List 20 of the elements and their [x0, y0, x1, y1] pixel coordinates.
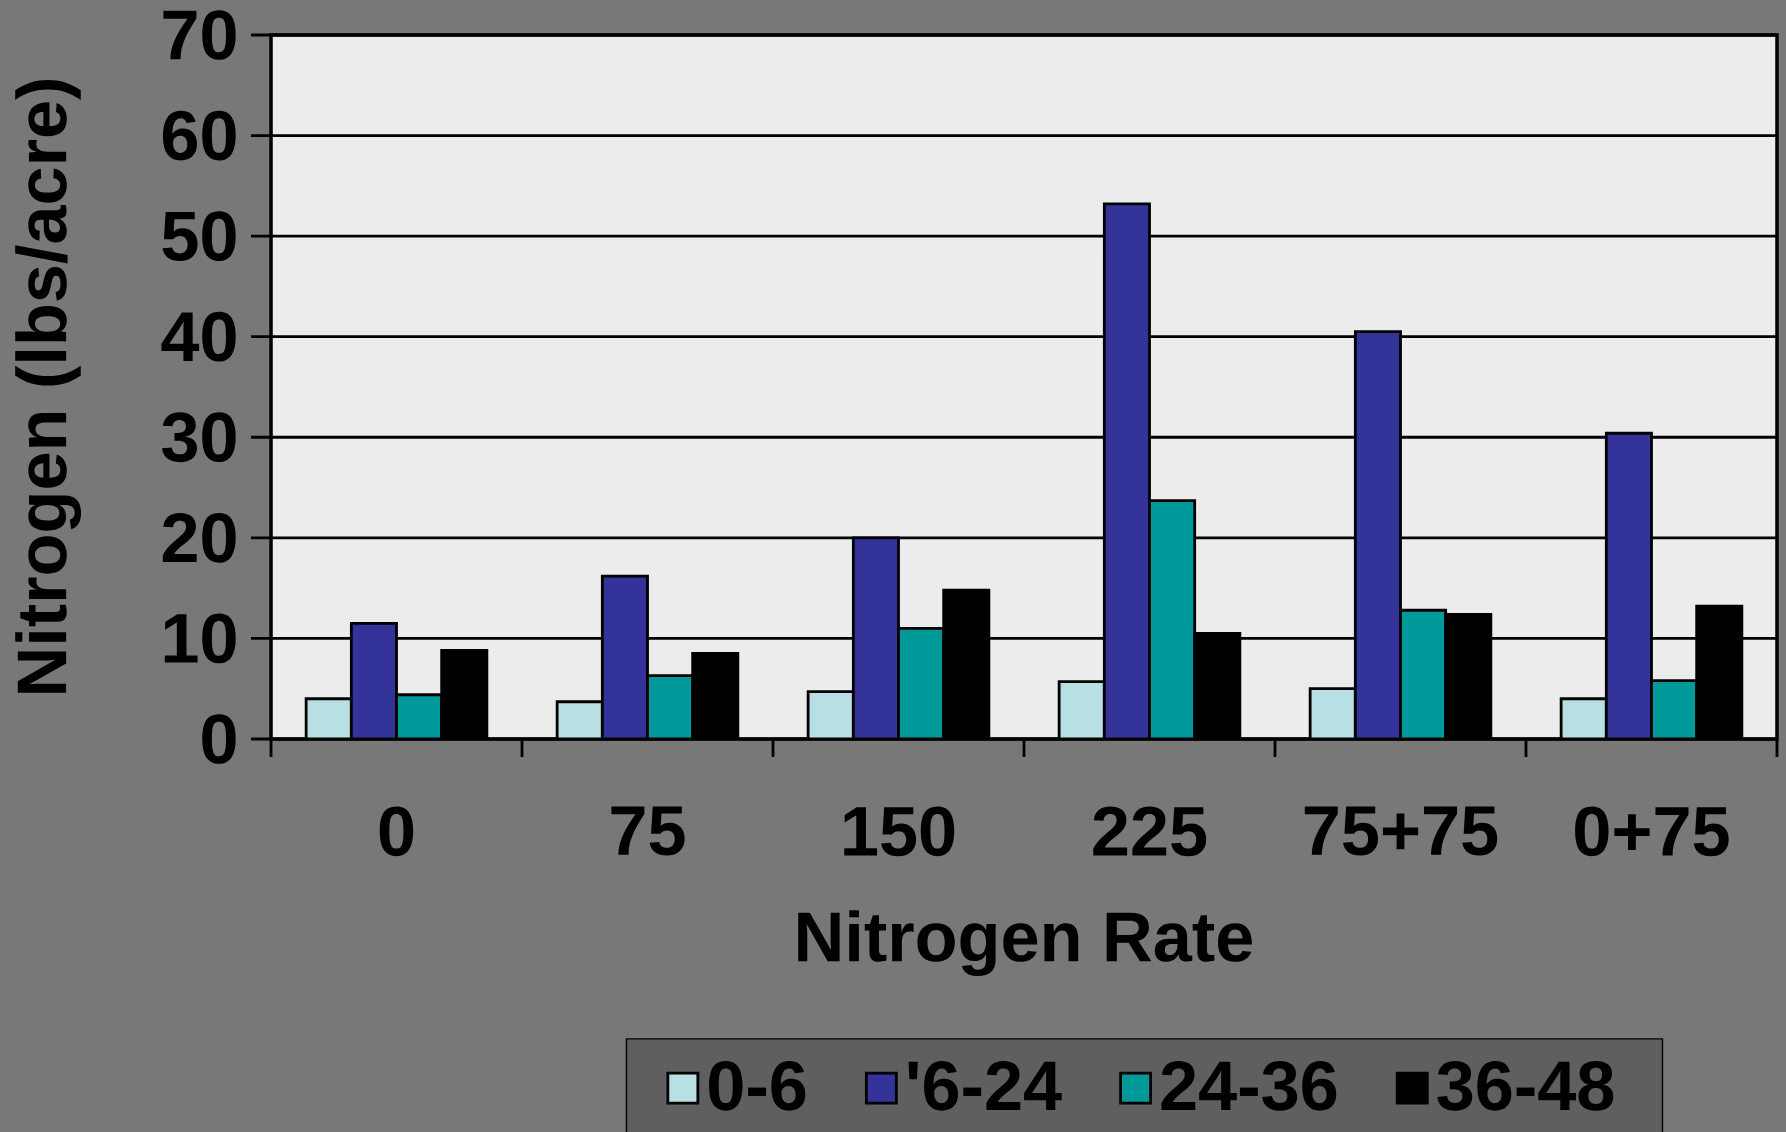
x-axis-title: Nitrogen Rate: [798, 910, 1252, 977]
x-tick-label: 150: [844, 806, 955, 857]
y-tick-label: 70: [163, 10, 236, 60]
legend-label: 24-36: [1161, 1060, 1337, 1111]
y-axis-title: Nitrogen (lbs/acre): [15, 80, 82, 693]
x-tick-label: 225: [1093, 806, 1207, 857]
y-tick-label: 10: [164, 613, 236, 664]
y-tick-label: 40: [161, 311, 236, 362]
legend-label: 0-6: [709, 1060, 806, 1111]
y-tick-label: 0: [202, 714, 236, 764]
x-tick-label: 0+75: [1575, 806, 1729, 857]
y-tick-label: 20: [162, 512, 236, 563]
y-tick-label: 60: [162, 110, 236, 161]
legend-label: 36-48: [1437, 1060, 1614, 1111]
x-tick-label: 0: [379, 806, 414, 857]
y-tick-label: 50: [162, 211, 236, 261]
x-tick-label: 75+75: [1304, 806, 1498, 856]
x-tick-label: 75: [611, 806, 685, 856]
legend-label: '6-24: [908, 1060, 1062, 1111]
y-tick-label: 30: [162, 412, 236, 463]
